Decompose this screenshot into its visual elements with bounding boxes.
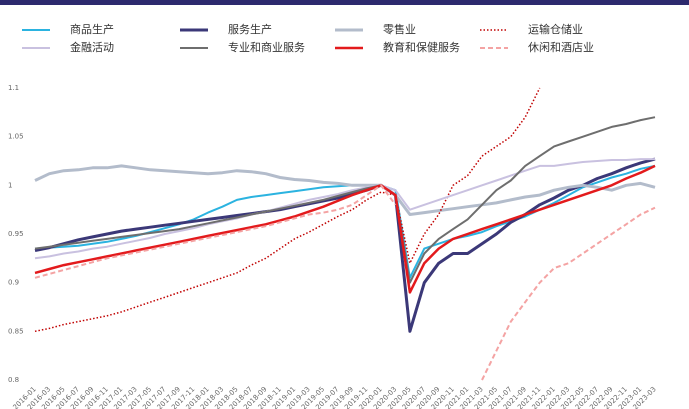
series-line [34, 157, 656, 333]
series-line [34, 164, 656, 216]
legend-label: 专业和商业服务 [228, 40, 305, 54]
legend-label: 金融活动 [70, 40, 114, 54]
y-tick-label: 1.1 [8, 84, 19, 92]
series-line [34, 116, 656, 284]
series-line [34, 164, 656, 279]
series-line [34, 184, 656, 381]
series-line [34, 164, 656, 294]
y-tick-label: 1.05 [8, 133, 24, 141]
legend-label: 商品生产 [70, 22, 114, 36]
y-tick-label: 0.85 [8, 327, 24, 335]
legend-label: 服务生产 [228, 22, 272, 36]
y-tick-label: 1 [8, 181, 12, 189]
legend-label: 休闲和酒店业 [528, 40, 594, 54]
legend-label: 运输仓储业 [528, 22, 583, 36]
series-line [34, 158, 655, 260]
top-band [0, 0, 689, 5]
legend-label: 教育和保健服务 [383, 40, 460, 54]
plot-area [34, 87, 656, 381]
legend-label: 零售业 [383, 22, 416, 36]
y-tick-label: 0.95 [8, 230, 24, 238]
y-tick-label: 0.9 [8, 279, 19, 287]
y-tick-label: 0.8 [8, 376, 19, 384]
